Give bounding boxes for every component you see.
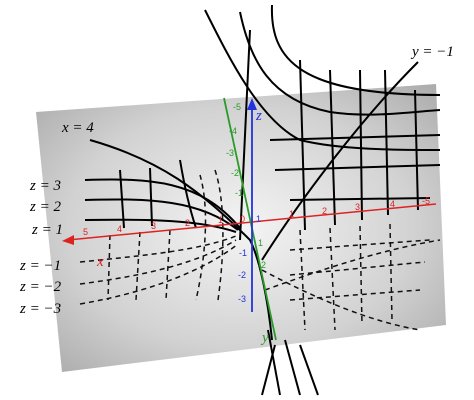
y-tick-label: 1 — [258, 238, 263, 248]
x-tick-label: -5 — [422, 196, 430, 206]
level-curve — [239, 11, 441, 116]
level-curve — [329, 69, 336, 226]
level-curve — [384, 69, 389, 216]
level-curve-dashed — [214, 169, 224, 301]
level-label: z = −3 — [19, 301, 61, 317]
x-tick-label: 3 — [355, 202, 360, 212]
level-curve — [269, 134, 441, 141]
level-label: z = 1 — [31, 222, 63, 238]
level-label: z = −2 — [19, 279, 62, 295]
level-curve-dashed — [299, 229, 306, 331]
level-curve — [149, 167, 153, 227]
curves — [79, 4, 441, 396]
z-tick-label: -2 — [238, 270, 246, 280]
level-curve-dashed — [165, 229, 171, 301]
x-tick-label: 1 — [218, 215, 223, 225]
level-label: z = 3 — [29, 178, 61, 194]
level-curve — [359, 69, 363, 221]
y-axis — [223, 97, 277, 341]
level-label: z = −1 — [19, 258, 61, 274]
label: x = 4 — [61, 120, 94, 136]
z-tick-label: -1 — [239, 248, 247, 258]
x-tick-label: 5 — [83, 227, 88, 237]
label: y = −1 — [410, 44, 454, 60]
y-tick-label: -2 — [258, 260, 266, 270]
y-tick-label: -2 — [231, 168, 239, 178]
z-tick-label: -3 — [238, 294, 246, 304]
level-curve — [261, 344, 276, 396]
x-tick-label: 4 — [390, 199, 395, 209]
x-arrow — [62, 235, 74, 245]
z-tick-label: 1 — [256, 214, 261, 224]
axis-label: x — [96, 254, 104, 270]
level-curve-dashed — [107, 234, 111, 301]
level-curve-dashed — [289, 261, 426, 276]
level-curve-dashed — [289, 289, 421, 301]
level-curve — [84, 178, 241, 229]
level-curve-dashed — [135, 231, 141, 301]
level-curve — [284, 339, 301, 396]
level-labels: z = 3 z = 2 z = 1 z = −1 z = −2 z = −3 — [19, 178, 63, 317]
level-curve — [299, 59, 306, 231]
axis-label: y — [260, 330, 269, 346]
ticks: 5 4 3 2 1 0 1 2 3 4 -5 -5 -4 -3 -2 -1 1 -2 1 -1 -2 -3 — [83, 102, 430, 304]
level-curve — [414, 89, 419, 211]
x-tick-label: 1 — [289, 209, 294, 219]
level-curve — [119, 169, 125, 229]
level-curve-dashed — [389, 223, 393, 321]
level-curve-dashed — [79, 235, 237, 263]
level-curve — [179, 159, 197, 229]
level-curve — [239, 29, 251, 241]
x-tick-label: 4 — [117, 224, 122, 234]
y-tick-label: -4 — [229, 126, 237, 136]
level-curve-dashed — [79, 243, 239, 305]
level-label: z = 2 — [29, 199, 61, 215]
level-curve-dashed — [359, 225, 363, 326]
z-arrow — [247, 98, 257, 110]
level-curve — [84, 218, 237, 233]
x-tick-label: 2 — [322, 206, 327, 216]
level-curve-dashed — [264, 239, 441, 291]
y-tick-label: -1 — [235, 188, 243, 198]
level-curve-dashed — [79, 239, 237, 285]
y-tick-label: -5 — [233, 102, 241, 112]
axis-label: z — [255, 108, 262, 124]
level-curve — [84, 198, 239, 231]
level-curve-dashed — [329, 227, 336, 331]
level-curve — [299, 344, 319, 396]
x-tick-label: 0 — [240, 214, 245, 224]
level-curve-dashed — [261, 269, 421, 331]
x-tick-label: 3 — [151, 221, 156, 231]
level-curve — [270, 4, 441, 96]
level-curve — [267, 329, 281, 396]
level-curve — [289, 197, 431, 201]
y-tick-label: -3 — [226, 148, 234, 158]
level-curve-dashed — [195, 174, 207, 301]
x-tick-label: 2 — [185, 218, 190, 228]
